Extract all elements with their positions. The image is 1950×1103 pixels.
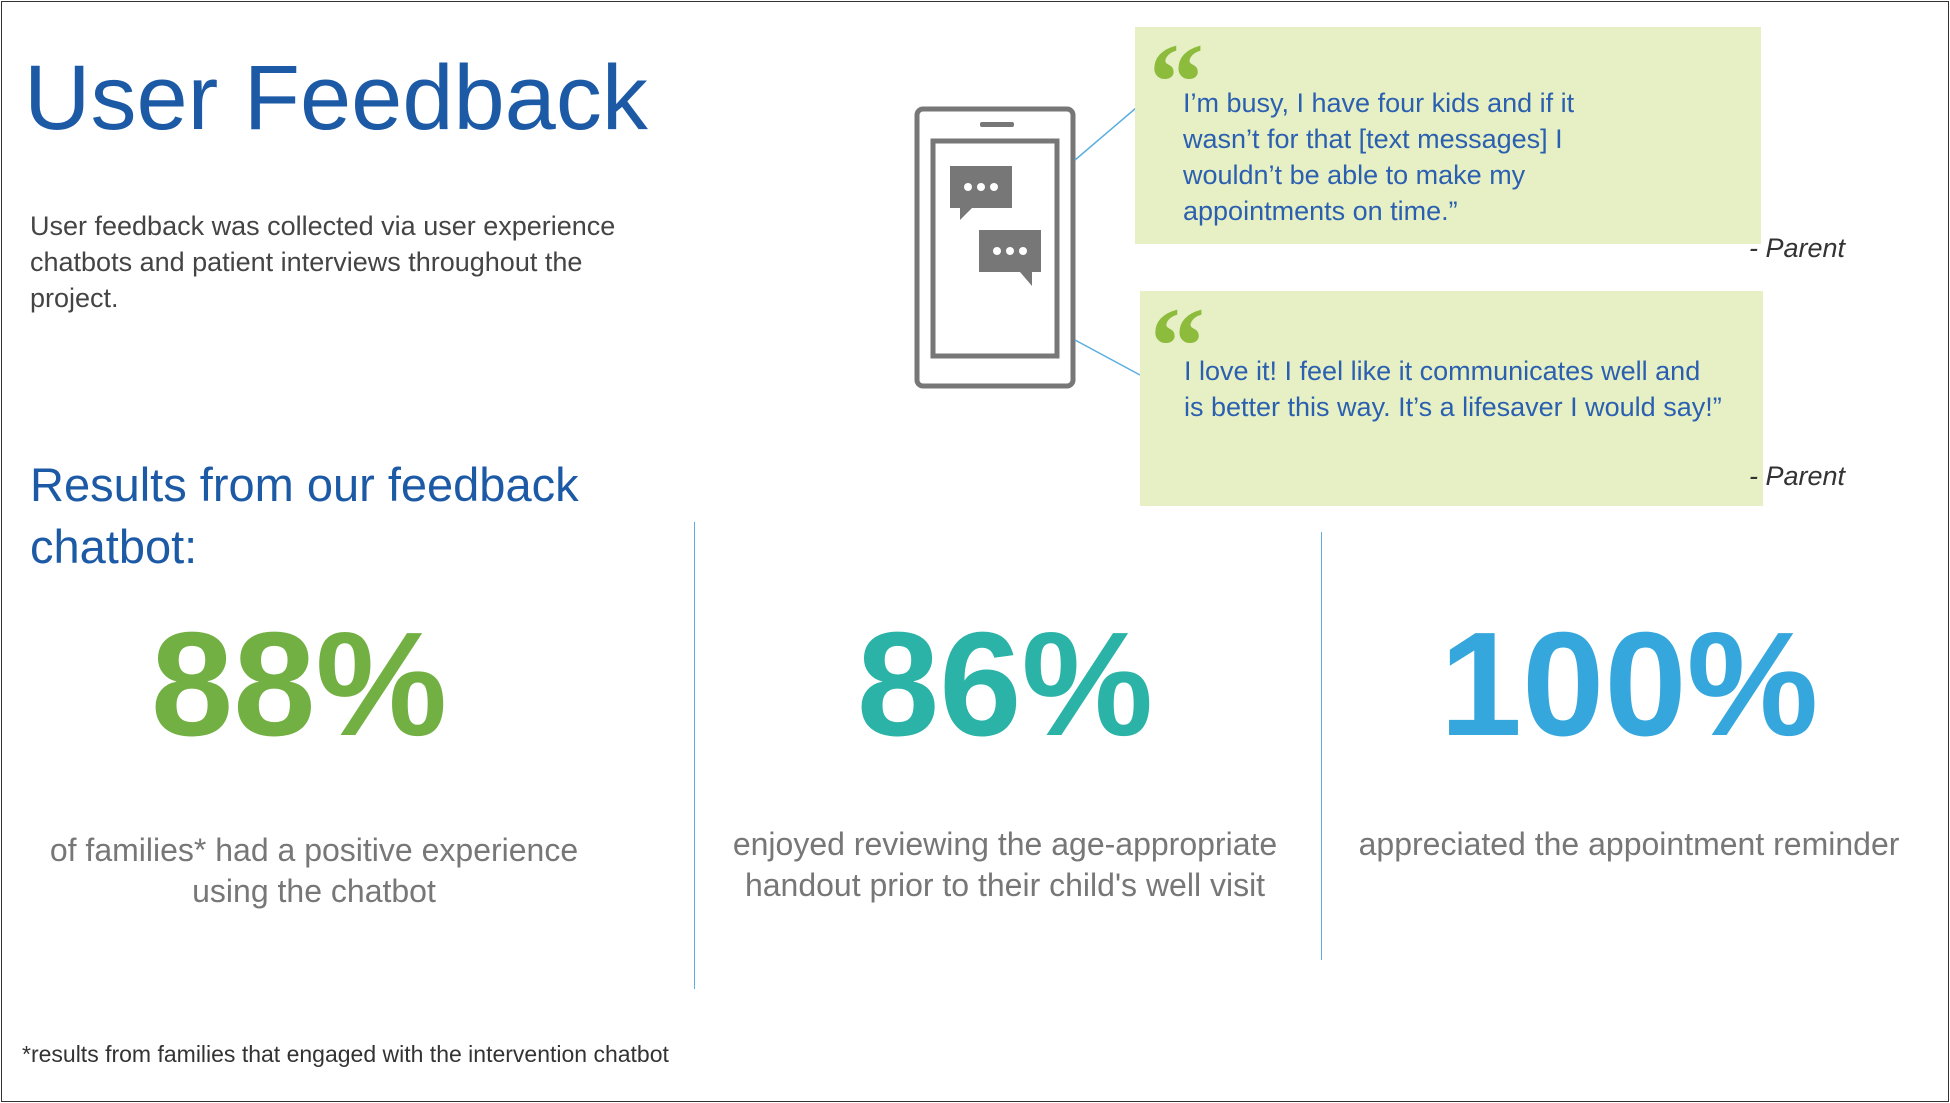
stat-value: 100%	[1439, 602, 1819, 767]
divider	[694, 522, 695, 989]
quote-attribution: - Parent	[1748, 461, 1845, 491]
divider	[1321, 532, 1322, 960]
stat-description: of families* had a positive experience u…	[49, 832, 579, 909]
quote-text: I love it! I feel like it communicates w…	[1184, 356, 1722, 422]
quote-attribution: - Parent	[1748, 233, 1845, 263]
quote-mark: “	[1150, 285, 1205, 407]
phone-icon	[914, 106, 1141, 389]
title: User Feedback	[24, 47, 648, 149]
stat-value: 86%	[856, 602, 1154, 767]
quote-mark: “	[1149, 21, 1204, 143]
quote-box: “ I love it! I feel like it communicates…	[1140, 285, 1845, 506]
stat-description: appreciated the appointment reminder	[1358, 826, 1900, 862]
quote-box: “ I’m busy, I have four kids and if it w…	[1135, 21, 1845, 263]
stat-value: 88%	[150, 602, 448, 767]
description: User feedback was collected via user exp…	[30, 211, 616, 313]
stat-description: enjoyed reviewing the age-appropriate ha…	[732, 826, 1278, 903]
results-heading: Results from our feedback chatbot:	[30, 458, 579, 573]
quote-text: I’m busy, I have four kids and if it was…	[1183, 88, 1575, 226]
footnote: *results from families that engaged with…	[22, 1041, 669, 1067]
